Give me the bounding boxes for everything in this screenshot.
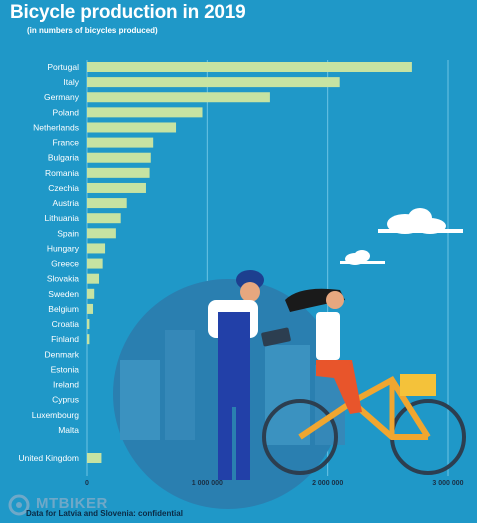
category-label: Luxembourg — [32, 410, 80, 420]
bar — [87, 198, 127, 209]
x-tick-label: 2 000 000 — [312, 480, 343, 487]
category-label: Ireland — [53, 380, 79, 390]
category-label: Spain — [57, 228, 79, 238]
bar — [87, 228, 116, 239]
category-label: Cyprus — [52, 395, 79, 405]
bar — [87, 122, 177, 133]
category-label: Greece — [51, 259, 79, 269]
bicycle-illustration — [262, 288, 466, 475]
category-label: Italy — [63, 77, 79, 87]
chart-subtitle: (in numbers of bicycles produced) — [27, 26, 158, 35]
bar — [87, 62, 412, 72]
bar — [87, 182, 146, 193]
category-label: Romania — [45, 168, 79, 178]
category-label: Netherlands — [33, 122, 79, 132]
gear-icon — [8, 494, 30, 516]
bar — [87, 243, 106, 254]
bar — [87, 288, 95, 299]
category-label: Czechia — [48, 183, 79, 193]
category-label: Lithuania — [44, 213, 79, 223]
category-label: United Kingdom — [19, 453, 79, 463]
category-label: Portugal — [47, 62, 79, 72]
building — [120, 360, 160, 440]
cloud-icon — [340, 250, 385, 265]
bar — [87, 77, 340, 88]
bar — [87, 258, 103, 269]
building — [165, 330, 195, 440]
category-label: Croatia — [52, 319, 80, 329]
category-label: France — [53, 138, 80, 148]
cloud-icon — [378, 208, 463, 234]
category-label: Austria — [53, 198, 80, 208]
category-label: Germany — [44, 92, 80, 102]
category-label: Hungary — [47, 243, 80, 253]
bar — [87, 167, 150, 178]
category-label: Malta — [58, 425, 79, 435]
mtbiker-logo: MTBIKER — [6, 492, 124, 520]
bar — [87, 273, 100, 284]
bar — [87, 303, 94, 314]
x-tick-label: 0 — [85, 480, 89, 487]
bar — [87, 453, 102, 463]
category-label: Poland — [53, 107, 80, 117]
bar — [87, 152, 151, 163]
category-label: Denmark — [45, 349, 80, 359]
category-label: Finland — [51, 334, 79, 344]
bar — [87, 92, 270, 103]
bar — [87, 334, 90, 345]
category-label: Slovakia — [47, 274, 79, 284]
bar — [87, 319, 90, 330]
bar — [87, 137, 154, 148]
bar — [87, 213, 121, 224]
worker-figure — [208, 270, 291, 480]
category-label: Sweden — [48, 289, 79, 299]
category-label: Bulgaria — [48, 153, 79, 163]
logo-text: MTBIKER — [36, 495, 108, 512]
category-label: Estonia — [51, 364, 80, 374]
building — [265, 345, 310, 445]
x-tick-label: 3 000 000 — [432, 480, 463, 487]
bar — [87, 107, 203, 118]
footnote: Data for Latvia and Slovenia: confidenti… — [26, 509, 183, 518]
illustration — [113, 208, 466, 509]
category-label: Belgium — [48, 304, 79, 314]
x-tick-label: 1 000 000 — [192, 480, 223, 487]
chart-title: Bicycle production in 2019 — [10, 2, 246, 23]
